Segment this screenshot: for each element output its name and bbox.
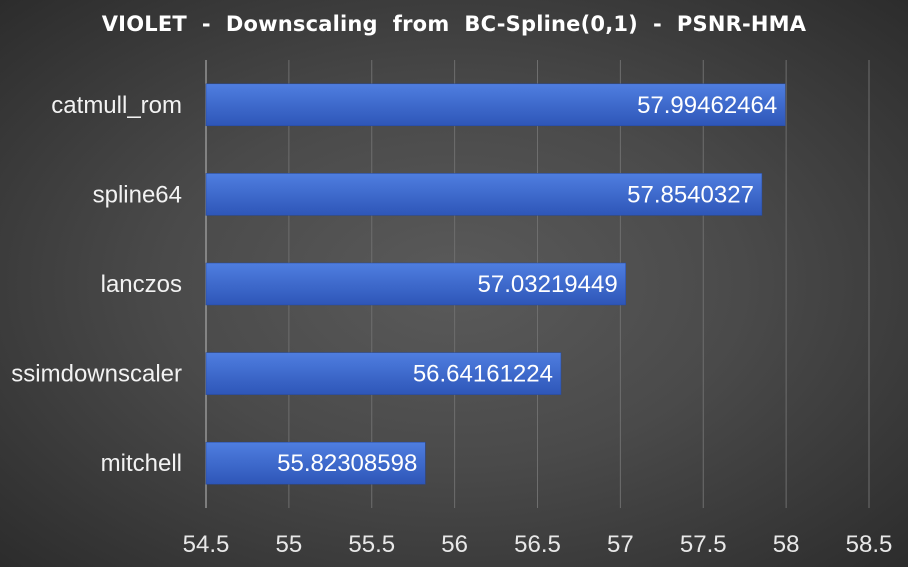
bar [205, 83, 786, 127]
data-label: 57.03219449 [478, 271, 618, 298]
x-tick-label: 54.5 [183, 531, 230, 558]
bar [205, 173, 763, 216]
category-label: lanczos [101, 271, 182, 298]
data-label: 55.82308598 [277, 450, 417, 477]
x-tick-label: 57.5 [680, 531, 727, 558]
category-label: mitchell [101, 450, 182, 477]
data-label: 57.99462464 [637, 92, 777, 119]
category-label: spline64 [93, 181, 182, 208]
category-label: catmull_rom [51, 92, 182, 119]
x-tick-label: 56.5 [514, 531, 561, 558]
x-tick-label: 56 [441, 531, 468, 558]
chart-title: VIOLET - Downscaling from BC-Spline(0,1)… [101, 12, 807, 36]
bar [205, 441, 426, 485]
x-tick-label: 58 [773, 531, 800, 558]
bar [205, 352, 562, 395]
data-label: 56.64161224 [413, 361, 553, 388]
x-tick-label: 55 [276, 531, 303, 558]
x-tick-label: 55.5 [348, 531, 395, 558]
x-tick-label: 58.5 [846, 531, 893, 558]
x-tick-label: 57 [607, 531, 634, 558]
category-label: ssimdownscaler [11, 361, 182, 388]
bar [205, 262, 626, 306]
data-label: 57.8540327 [627, 181, 754, 208]
